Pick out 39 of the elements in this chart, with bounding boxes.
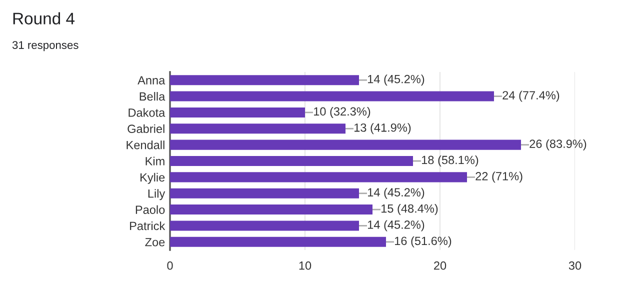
data-label: 26 (83.9%) (530, 139, 586, 150)
data-label: 18 (58.1%) (422, 156, 478, 166)
y-tick-label: Kim (146, 156, 164, 166)
data-label: 10 (32.3%) (314, 106, 370, 118)
y-tick-label: Gabriel (128, 124, 164, 134)
bar (170, 124, 346, 134)
data-label: 14 (45.2%) (368, 74, 424, 86)
data-label: 22 (71%) (476, 172, 522, 183)
x-tick-label: 10 (299, 261, 312, 270)
bar (170, 75, 359, 86)
bar (170, 236, 386, 247)
y-tick-label: Paolo (136, 205, 165, 214)
bar (170, 188, 359, 198)
text: 31 responses (12, 41, 78, 52)
y-tick-label: Kylie (140, 172, 165, 184)
y-tick-label: Patrick (130, 221, 166, 230)
bar (170, 91, 494, 102)
bar (170, 204, 372, 215)
y-tick-label: Zoe (145, 238, 165, 246)
bar (170, 156, 413, 166)
y-tick-label: Dakota (128, 108, 166, 117)
data-label: 15 (48.4%) (382, 204, 438, 216)
data-label: 13 (41.9%) (354, 123, 411, 134)
data-label: 14 (45.2%) (368, 188, 424, 199)
bar (170, 140, 521, 150)
x-tick-label: 30 (568, 261, 582, 270)
data-label: 14 (45.2%) (368, 220, 424, 232)
y-tick-label: Lily (148, 189, 166, 200)
bar (170, 107, 305, 118)
x-tick-label: 0 (167, 261, 173, 270)
x-tick-label: 20 (434, 261, 446, 270)
y-tick-label: Anna (138, 76, 166, 84)
y-tick-label: Bella (140, 92, 166, 101)
data-label: 24 (77.4%) (502, 90, 560, 102)
y-tick-label: Kendall (126, 140, 164, 150)
bar (170, 220, 359, 231)
chart-title: Round 4 (13, 12, 75, 24)
bar (170, 172, 467, 182)
data-label: 16 (51.6%) (395, 236, 452, 248)
